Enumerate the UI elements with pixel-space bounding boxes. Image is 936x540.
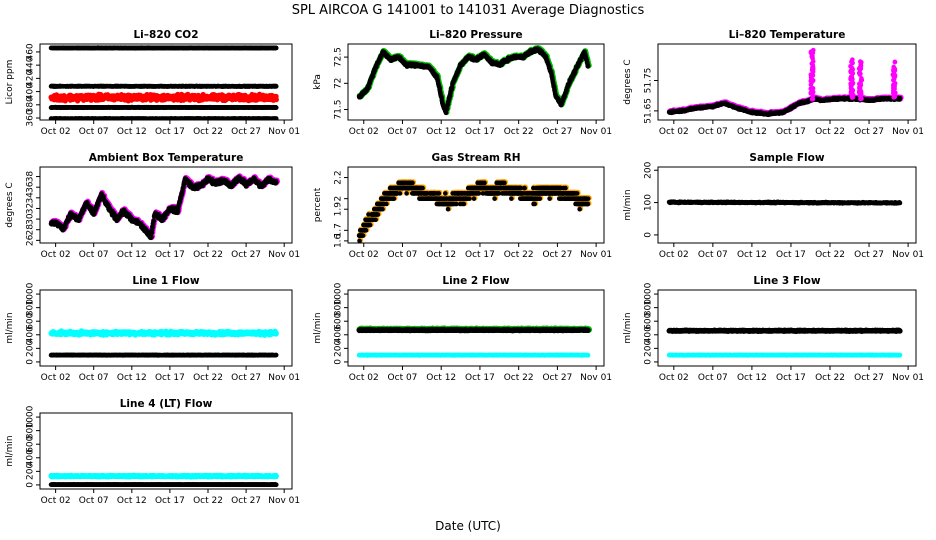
xtick-label: Oct 07	[79, 127, 109, 137]
series-co2-1	[48, 83, 279, 89]
panel-title-co2: Li–820 CO2	[133, 29, 198, 41]
xtick-label: Nov 01	[268, 127, 300, 137]
data-point	[273, 84, 279, 89]
xtick-label: Oct 17	[155, 127, 185, 137]
series-co2-3	[48, 104, 279, 111]
plot-area-co2	[48, 45, 279, 120]
data-point	[273, 97, 279, 103]
figure-title: SPL AIRCOA G 141001 to 141031 Average Di…	[292, 3, 645, 18]
xtick-label: Oct 12	[117, 127, 147, 137]
data-point	[273, 45, 279, 51]
ylabel-co2: Licor ppm	[5, 60, 15, 105]
series-co2-2	[48, 91, 279, 104]
panel-title-pressure: Li–820 Pressure	[429, 29, 522, 41]
xtick-label: Oct 22	[193, 127, 223, 137]
ylabel-pressure: kPa	[313, 74, 323, 90]
figure-xlabel: Date (UTC)	[435, 519, 501, 533]
data-point	[273, 105, 279, 110]
series-pressure-0	[356, 45, 592, 116]
ytick-label: 460	[26, 43, 36, 60]
xtick-label: Oct 02	[41, 127, 71, 137]
series-co2-0	[48, 45, 279, 51]
xtick-label: Oct 27	[231, 127, 261, 137]
plot-area-pressure	[356, 45, 592, 116]
